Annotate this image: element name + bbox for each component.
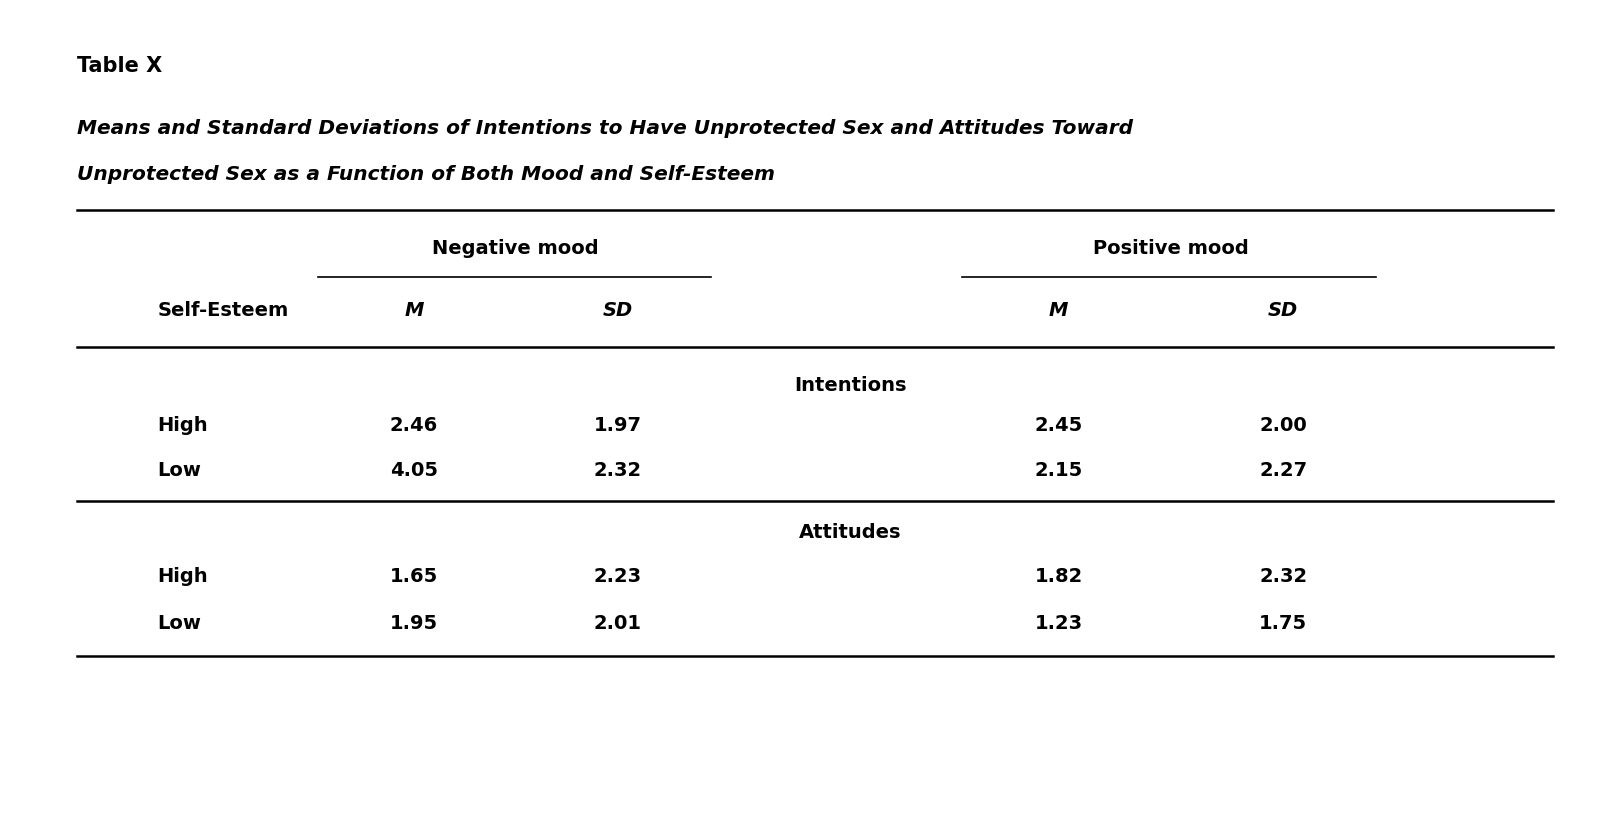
Text: 1.95: 1.95	[390, 614, 438, 632]
Text: High: High	[157, 416, 209, 434]
Text: Means and Standard Deviations of Intentions to Have Unprotected Sex and Attitude: Means and Standard Deviations of Intenti…	[77, 119, 1132, 137]
Text: M: M	[1049, 301, 1068, 320]
Text: 2.23: 2.23	[593, 566, 642, 585]
Text: Unprotected Sex as a Function of Both Mood and Self-Esteem: Unprotected Sex as a Function of Both Mo…	[77, 165, 775, 183]
Text: Negative mood: Negative mood	[433, 239, 598, 258]
Text: 2.00: 2.00	[1259, 416, 1307, 434]
Text: M: M	[404, 301, 423, 320]
Text: Intentions: Intentions	[794, 376, 906, 394]
Text: 1.75: 1.75	[1259, 614, 1307, 632]
Text: 2.32: 2.32	[593, 461, 642, 479]
Text: 2.01: 2.01	[593, 614, 642, 632]
Text: High: High	[157, 566, 209, 585]
Text: SD: SD	[1269, 301, 1298, 320]
Text: Positive mood: Positive mood	[1092, 239, 1250, 258]
Text: 1.65: 1.65	[390, 566, 438, 585]
Text: 2.32: 2.32	[1259, 566, 1307, 585]
Text: 1.97: 1.97	[593, 416, 642, 434]
Text: 1.23: 1.23	[1035, 614, 1083, 632]
Text: Table X: Table X	[77, 56, 162, 76]
Text: 2.27: 2.27	[1259, 461, 1307, 479]
Text: 2.15: 2.15	[1035, 461, 1083, 479]
Text: Low: Low	[157, 614, 200, 632]
Text: 2.46: 2.46	[390, 416, 438, 434]
Text: 2.45: 2.45	[1035, 416, 1083, 434]
Text: Self-Esteem: Self-Esteem	[157, 301, 289, 320]
Text: Low: Low	[157, 461, 200, 479]
Text: 4.05: 4.05	[390, 461, 438, 479]
Text: Attitudes: Attitudes	[799, 522, 901, 541]
Text: 1.82: 1.82	[1035, 566, 1083, 585]
Text: SD: SD	[603, 301, 632, 320]
